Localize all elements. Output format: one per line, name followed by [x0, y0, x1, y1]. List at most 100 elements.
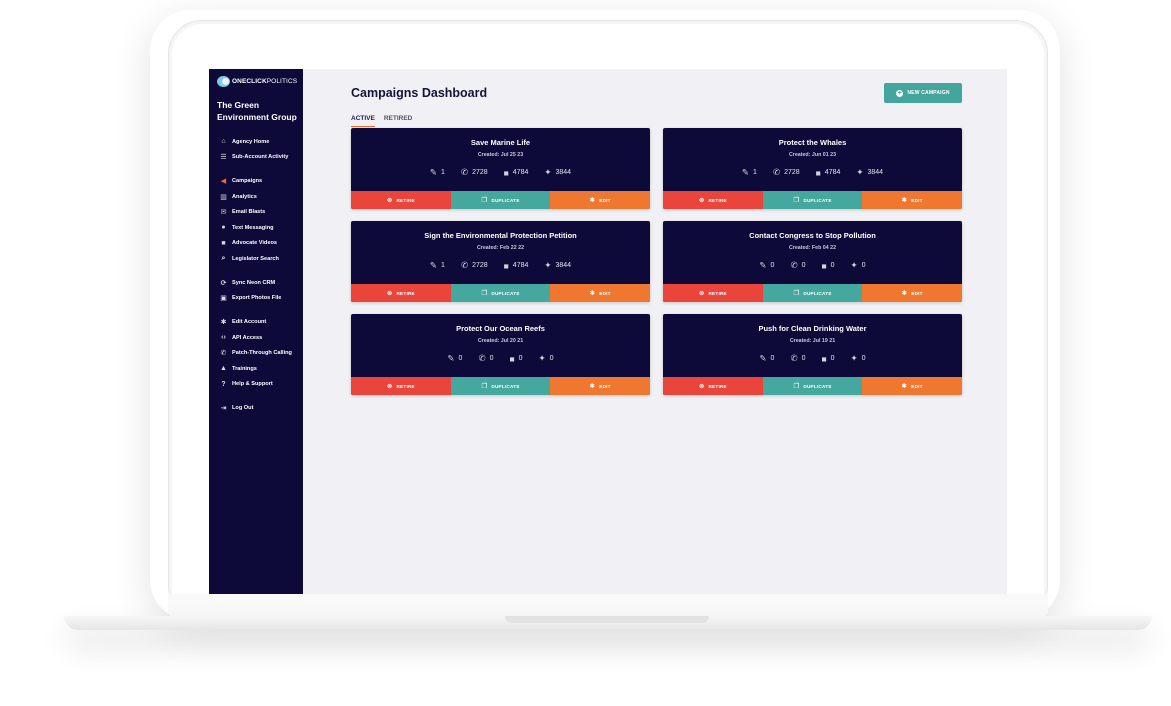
campaign-card-body[interactable]: Save Marine Life Created: Jul 25 23 ✎ 1 ✆ 2…: [351, 128, 650, 191]
sidebar-item-analytics[interactable]: ▥ Analytics: [209, 189, 303, 205]
nav-group: ✱ Edit Account ‹› API Access ✆ Patch-Through …: [209, 315, 303, 393]
stat-letters-value: 1: [441, 262, 445, 269]
campaign-stats: ✎ 1 ✆ 2728 ■ 4784 ✦ 3844: [351, 260, 650, 271]
sidebar-item-trainings[interactable]: ▲ Trainings: [209, 361, 303, 377]
campaign-card-body[interactable]: Sign the Environmental Protection Petiti…: [351, 221, 650, 284]
stat-videos-value: 0: [518, 355, 523, 362]
retire-button[interactable]: ⊗ RETIRE: [351, 284, 451, 302]
campaign-card-body[interactable]: Push for Clean Drinking Water Created: J…: [663, 314, 962, 377]
page-header: Campaigns Dashboard + NEW CAMPAIGN: [351, 83, 962, 103]
campaign-card-body[interactable]: Protect Our Ocean Reefs Created: Jul 20 …: [351, 314, 650, 377]
logout-icon: ⇥: [220, 405, 227, 413]
stat-videos-value: 4784: [824, 169, 841, 176]
chat-icon: ●: [221, 224, 226, 232]
edit-label: EDIT: [911, 197, 923, 203]
duplicate-button[interactable]: ❐ DUPLICATE: [762, 191, 863, 209]
duplicate-button[interactable]: ❐ DUPLICATE: [450, 191, 551, 209]
campaign-stats: ✎ 0 ✆ 0 ■ 0 ✦ 0: [663, 353, 962, 364]
campaign-actions: ⊗ RETIRE ❐ DUPLICATE ✱ EDIT: [663, 377, 962, 395]
campaign-title: Protect the Whales: [778, 138, 847, 147]
edit-label: EDIT: [599, 290, 611, 296]
edit-button[interactable]: ✱ EDIT: [862, 191, 962, 209]
sidebar-item-sync-neon-crm[interactable]: ⟳ Sync Neon CRM: [209, 275, 303, 291]
campaign-stats: ✎ 1 ✆ 2728 ■ 4784 ✦ 3844: [663, 167, 962, 178]
duplicate-label: DUPLICATE: [803, 383, 832, 389]
organization-name: The Green Environment Group: [217, 100, 297, 122]
new-campaign-button[interactable]: + NEW CAMPAIGN: [884, 83, 962, 103]
sidebar-item-agency-home[interactable]: ⌂ Agency Home: [209, 134, 303, 150]
tab-active[interactable]: ACTIVE: [351, 115, 375, 127]
stat-videos-value: 0: [830, 355, 835, 362]
close-circle-icon: ⊗: [386, 383, 393, 390]
stat-tweets: ✦ 0: [539, 353, 554, 364]
campaign-actions: ⊗ RETIRE ❐ DUPLICATE ✱ EDIT: [663, 191, 962, 209]
stat-videos-value: 0: [830, 262, 835, 269]
campaign-card-body[interactable]: Protect the Whales Created: Jun 01 23 ✎ 1…: [663, 128, 962, 191]
edit-button[interactable]: ✱ EDIT: [550, 191, 650, 209]
duplicate-button[interactable]: ❐ DUPLICATE: [762, 284, 863, 302]
video-camera-icon: ■: [821, 260, 827, 271]
laptop-chin: [168, 594, 1048, 618]
campaign-stats: ✎ 0 ✆ 0 ■ 0 ✦ 0: [351, 353, 650, 364]
edit-button[interactable]: ✱ EDIT: [550, 377, 650, 395]
sidebar-item-campaigns[interactable]: ◀ Campaigns: [209, 174, 303, 190]
question-icon: ?: [221, 380, 226, 388]
page-title: Campaigns Dashboard: [351, 86, 488, 100]
sidebar-item-label: Log Out: [232, 405, 254, 412]
campaign-card: Sign the Environmental Protection Petiti…: [351, 221, 650, 302]
chart-icon: ▥: [220, 193, 227, 201]
campaign-tabs: ACTIVE RETIRED: [351, 115, 962, 127]
sidebar: ONECLICKPOLITICS The Green Environment G…: [209, 69, 303, 594]
logo[interactable]: ONECLICKPOLITICS: [209, 74, 303, 88]
phone-icon: ✆: [460, 260, 469, 270]
sidebar-item-advocate-videos[interactable]: ■ Advocate Videos: [209, 236, 303, 252]
retire-button[interactable]: ⊗ RETIRE: [351, 191, 451, 209]
retire-label: RETIRE: [396, 383, 415, 389]
retire-button[interactable]: ⊗ RETIRE: [351, 377, 451, 395]
retire-label: RETIRE: [708, 197, 727, 203]
video-camera-icon: ■: [509, 353, 515, 364]
edit-button[interactable]: ✱ EDIT: [862, 377, 962, 395]
stat-calls: ✆ 0: [790, 353, 805, 364]
edit-button[interactable]: ✱ EDIT: [550, 284, 650, 302]
stat-tweets-value: 0: [861, 355, 866, 362]
sidebar-item-edit-account[interactable]: ✱ Edit Account: [209, 315, 303, 331]
sidebar-item-label: Sync Neon CRM: [232, 279, 276, 286]
copy-icon: ❐: [481, 197, 488, 204]
campaign-card: Push for Clean Drinking Water Created: J…: [663, 314, 962, 395]
sidebar-nav: ⌂ Agency Home ☰ Sub-Account Activity ◀ Campai…: [209, 134, 303, 416]
tab-retired[interactable]: RETIRED: [383, 115, 413, 122]
sidebar-item-patch-through-calling[interactable]: ✆ Patch-Through Calling: [209, 346, 303, 362]
sidebar-item-log-out[interactable]: ⇥ Log Out: [209, 401, 303, 417]
campaign-actions: ⊗ RETIRE ❐ DUPLICATE ✱ EDIT: [351, 377, 650, 395]
sidebar-item-label: Trainings: [232, 365, 257, 372]
sidebar-item-api-access[interactable]: ‹› API Access: [209, 330, 303, 346]
retire-button[interactable]: ⊗ RETIRE: [663, 284, 763, 302]
sidebar-item-label: Text Messaging: [232, 224, 274, 231]
edit-button[interactable]: ✱ EDIT: [862, 284, 962, 302]
sidebar-item-legislator-search[interactable]: ⌕ Legislator Search: [209, 251, 303, 267]
stat-videos: ■ 0: [821, 353, 834, 364]
sidebar-item-label: API Access: [232, 334, 263, 341]
retire-button[interactable]: ⊗ RETIRE: [663, 377, 763, 395]
stat-letters-value: 0: [770, 262, 775, 269]
campaign-stats: ✎ 1 ✆ 2728 ■ 4784 ✦ 3844: [351, 167, 650, 178]
copy-icon: ❐: [481, 383, 488, 390]
sidebar-item-export-photos-file[interactable]: ▣ Export Photos File: [209, 291, 303, 307]
campaign-created-date: Created: Jul 19 21: [789, 338, 836, 344]
sidebar-item-label: Edit Account: [232, 319, 267, 326]
duplicate-button[interactable]: ❐ DUPLICATE: [450, 284, 551, 302]
campaign-card: Save Marine Life Created: Jul 25 23 ✎ 1 ✆ 2…: [351, 128, 650, 209]
duplicate-button[interactable]: ❐ DUPLICATE: [450, 377, 551, 395]
duplicate-button[interactable]: ❐ DUPLICATE: [762, 377, 863, 395]
sidebar-item-text-messaging[interactable]: ● Text Messaging: [209, 220, 303, 236]
stat-letters: ✎ 1: [430, 260, 445, 271]
retire-label: RETIRE: [708, 383, 727, 389]
sidebar-item-sub-account-activity[interactable]: ☰ Sub-Account Activity: [209, 150, 303, 166]
stat-letters: ✎ 1: [742, 167, 757, 178]
sidebar-item-help-support[interactable]: ? Help & Support: [209, 377, 303, 393]
retire-button[interactable]: ⊗ RETIRE: [663, 191, 763, 209]
campaign-card-body[interactable]: Contact Congress to Stop Pollution Creat…: [663, 221, 962, 284]
sidebar-item-email-blasts[interactable]: ✉ Email Blasts: [209, 205, 303, 221]
laptop-notch: [505, 616, 709, 623]
